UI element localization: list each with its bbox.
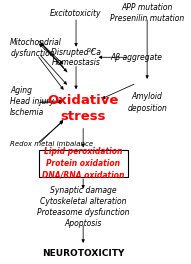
Text: Redox metal imbalance: Redox metal imbalance bbox=[10, 141, 93, 147]
FancyBboxPatch shape bbox=[39, 150, 128, 177]
Text: NEUROTOXICITY: NEUROTOXICITY bbox=[42, 249, 124, 258]
Text: Lipid peroxidation
Protein oxidation
DNA/RNA oxidation: Lipid peroxidation Protein oxidation DNA… bbox=[42, 147, 124, 180]
Text: Oxidative
stress: Oxidative stress bbox=[47, 95, 119, 124]
Text: Excitotoxicity: Excitotoxicity bbox=[50, 9, 102, 18]
Text: Disrupted Ca: Disrupted Ca bbox=[51, 48, 101, 57]
Text: 2+: 2+ bbox=[87, 48, 95, 53]
Text: APP mutation
Presenilin mutation: APP mutation Presenilin mutation bbox=[110, 3, 184, 23]
Text: Aging
Head injury
Ischemia: Aging Head injury Ischemia bbox=[10, 86, 54, 117]
Text: Amyloid
deposition: Amyloid deposition bbox=[127, 92, 167, 112]
Text: Synaptic damage
Cytoskeletal alteration
Proteasome dysfunction
Apoptosis: Synaptic damage Cytoskeletal alteration … bbox=[37, 186, 129, 228]
Text: Mitochondrial
dysfunction: Mitochondrial dysfunction bbox=[10, 38, 62, 58]
Text: Aβ aggregate: Aβ aggregate bbox=[110, 53, 163, 62]
Text: Homeostasis: Homeostasis bbox=[52, 58, 100, 67]
